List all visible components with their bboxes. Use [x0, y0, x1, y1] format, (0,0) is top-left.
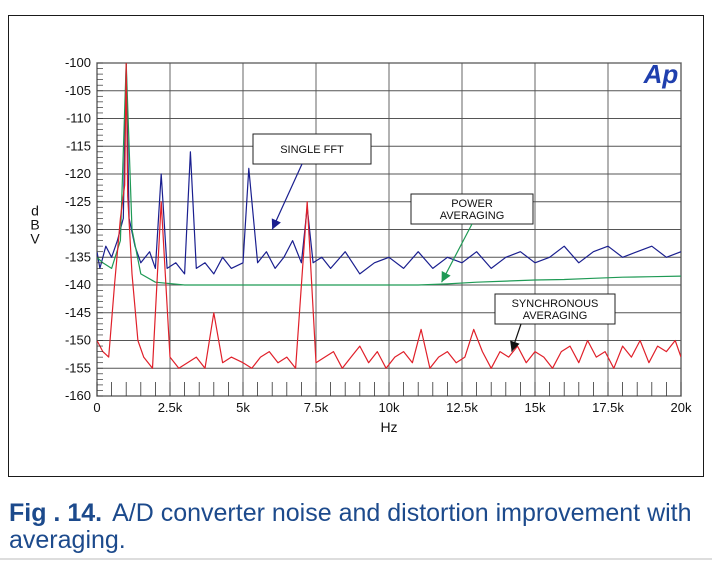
- x-tick-label: 0: [93, 400, 100, 415]
- annotation-text: SYNCHRONOUS: [512, 298, 599, 310]
- annotation-text: SINGLE FFT: [280, 144, 344, 156]
- y-tick-label: -160: [65, 388, 91, 403]
- annotation-arrowhead: [271, 218, 281, 230]
- annotation-arrowhead: [510, 340, 520, 352]
- figure-number: Fig . 14.: [9, 499, 103, 527]
- series-lines: [97, 63, 681, 369]
- grid: [96, 62, 682, 397]
- y-tick-label: -105: [65, 83, 91, 98]
- y-tick-label: -140: [65, 277, 91, 292]
- x-tick-label: 10k: [379, 400, 400, 415]
- series-line-2: [97, 63, 681, 286]
- series-line-3: [97, 63, 681, 369]
- y-tick-label: -120: [65, 166, 91, 181]
- divider: [0, 558, 712, 560]
- y-tick-label: -135: [65, 249, 91, 264]
- annotations: SINGLE FFTPOWERAVERAGINGSYNCHRONOUSAVERA…: [252, 133, 616, 352]
- x-tick-label: 2.5k: [158, 400, 183, 415]
- axes: -100 -105 -110 -115 -120 -125 -130 -135 -140 -145…: [30, 55, 692, 435]
- y-tick-label: -115: [66, 138, 91, 153]
- annotation-text: AVERAGING: [523, 310, 588, 322]
- annotation-arrowhead: [441, 271, 451, 283]
- y-tick-label: -155: [65, 360, 91, 375]
- spectrum-chart: -100 -105 -110 -115 -120 -125 -130 -135 -140 -145…: [30, 55, 692, 435]
- y-tick-label: -130: [65, 222, 91, 237]
- annotation-arrow-line: [441, 223, 473, 283]
- x-tick-label: 17.5k: [592, 400, 624, 415]
- figure-caption: Fig . 14. A/D converter noise and distort…: [9, 500, 699, 554]
- ap-logo: Ap: [643, 59, 679, 89]
- annotation-box: [494, 293, 616, 325]
- chart-frame: -100 -105 -110 -115 -120 -125 -130 -135 -140 -145…: [8, 15, 704, 477]
- y-tick-label: -150: [65, 333, 91, 348]
- x-axis-label: Hz: [380, 419, 397, 435]
- x-tick-label: 7.5k: [304, 400, 329, 415]
- y-tick-label: -125: [65, 194, 91, 209]
- annotation-text: POWER: [451, 198, 493, 210]
- x-tick-label: 20k: [671, 400, 692, 415]
- x-tick-label: 15k: [525, 400, 546, 415]
- annotation-box: [252, 133, 372, 165]
- figure-caption-text: A/D converter noise and distortion impro…: [9, 499, 692, 554]
- y-tick-label: -145: [65, 305, 91, 320]
- x-tick-label: 12.5k: [446, 400, 478, 415]
- annotation-arrow-line: [271, 163, 303, 230]
- y-tick-label: -100: [65, 55, 91, 70]
- annotation-text: AVERAGING: [440, 210, 505, 222]
- annotation-box: [410, 193, 534, 225]
- series-line-1: [97, 63, 681, 275]
- y-tick-label: -110: [66, 111, 91, 126]
- x-tick-label: 5k: [236, 400, 250, 415]
